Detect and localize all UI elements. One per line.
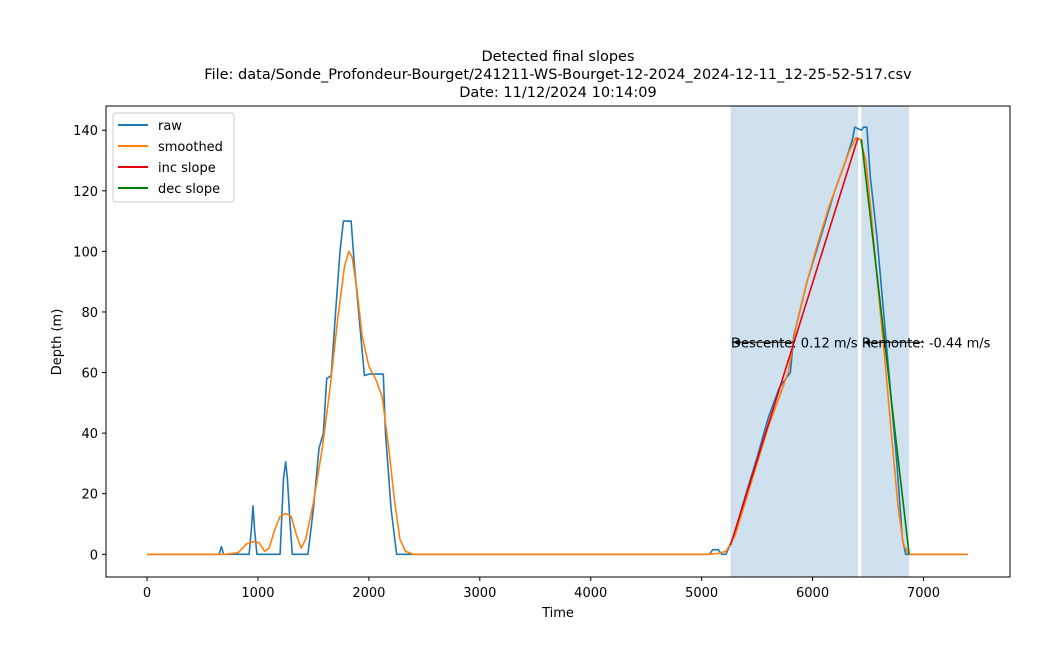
series-line-dec-slope bbox=[860, 139, 910, 555]
chart-title-line-1: Detected final slopes bbox=[481, 49, 634, 65]
x-tick-label: 7000 bbox=[907, 586, 940, 601]
x-tick-label: 3000 bbox=[463, 586, 496, 601]
y-tick-label: 0 bbox=[90, 548, 98, 563]
y-tick-label: 120 bbox=[73, 185, 98, 200]
annotation-arrowhead-2 bbox=[863, 339, 870, 346]
axes-frame bbox=[105, 105, 1011, 578]
annotation-arrowhead-1 bbox=[733, 339, 740, 346]
x-tick-label: 2000 bbox=[352, 586, 385, 601]
chart-title-line-2: File: data/Sonde_Profondeur-Bourget/2412… bbox=[204, 67, 912, 83]
legend-label-smoothed: smoothed bbox=[158, 140, 223, 155]
y-tick-label: 60 bbox=[81, 367, 98, 382]
y-tick-label: 40 bbox=[81, 427, 98, 442]
series-line-raw bbox=[147, 126, 968, 556]
legend-label-inc-slope: inc slope bbox=[158, 161, 216, 176]
legend: raw smoothed inc slope dec slope bbox=[112, 112, 235, 203]
plot-area: Descente: 0.12 m/s Remonte: -0.44 m/s 0 100… bbox=[73, 105, 1011, 601]
legend-label-dec-slope: dec slope bbox=[158, 182, 220, 197]
x-tick-label: 4000 bbox=[574, 586, 607, 601]
y-tick-label: 20 bbox=[81, 488, 98, 503]
x-axis-label: Time bbox=[541, 606, 574, 621]
x-tick-label: 0 bbox=[143, 586, 151, 601]
annotation-label-1: Descente: 0.12 m/s bbox=[731, 336, 858, 351]
y-tick-label: 100 bbox=[73, 245, 98, 260]
x-tick-label: 5000 bbox=[685, 586, 718, 601]
annotation-label-2: Remonte: -0.44 m/s bbox=[862, 336, 991, 351]
y-tick-label: 140 bbox=[73, 124, 98, 139]
x-tick-label: 6000 bbox=[796, 586, 829, 601]
series-line-inc-slope bbox=[729, 137, 859, 546]
y-axis-label: Depth (m) bbox=[50, 309, 65, 376]
y-tick-label: 80 bbox=[81, 306, 98, 321]
legend-box bbox=[112, 112, 235, 203]
chart-title-line-3: Date: 11/12/2024 10:14:09 bbox=[459, 85, 656, 101]
legend-label-raw: raw bbox=[158, 119, 182, 134]
x-tick-label: 1000 bbox=[241, 586, 274, 601]
